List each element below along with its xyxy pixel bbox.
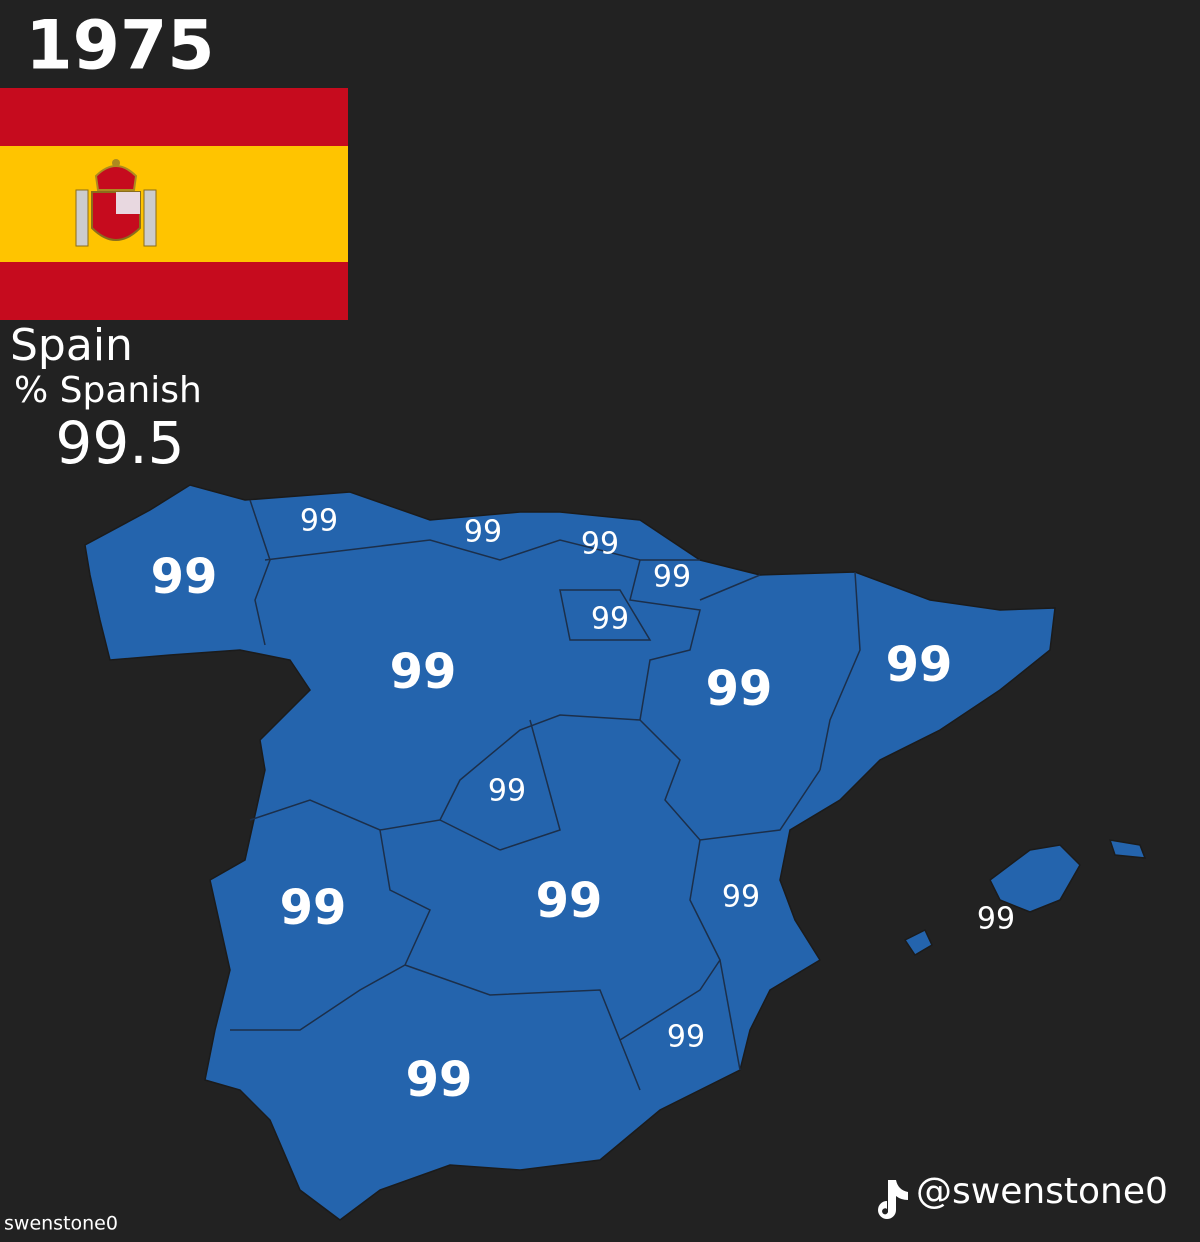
region-value: 99 <box>488 774 526 809</box>
island <box>1108 839 1147 859</box>
island <box>903 928 933 957</box>
territory <box>84 484 1147 1221</box>
region-value: 99 <box>406 1052 473 1108</box>
region-value: 99 <box>722 880 760 915</box>
region-value: 99 <box>300 504 338 539</box>
region-value: 99 <box>591 602 629 637</box>
metric-label: % Spanish <box>14 370 202 411</box>
flag-yellow <box>0 146 348 262</box>
coat-of-arms <box>75 159 157 247</box>
region-value: 99 <box>886 637 953 693</box>
flag <box>0 88 348 320</box>
tiktok-icon <box>878 1180 908 1219</box>
mainland <box>84 484 1056 1221</box>
island <box>989 844 1081 913</box>
year: 1975 <box>25 7 214 86</box>
country-name: Spain <box>10 320 133 371</box>
region-value: 99 <box>706 661 773 717</box>
borders <box>230 499 861 1091</box>
region-labels: 99 99 99 99 99 99 99 99 99 99 99 99 99 99 99 99 <box>151 504 1015 1109</box>
tiktok-credit: @swenstone0 <box>878 1171 1168 1219</box>
region-value: 99 <box>667 1020 705 1055</box>
region-value: 99 <box>977 902 1015 937</box>
region-value: 99 <box>581 527 619 562</box>
country-value: 99.5 <box>55 409 184 477</box>
region-value: 99 <box>653 560 691 595</box>
region-value: 99 <box>390 644 457 700</box>
watermark: swenstone0 <box>4 1213 118 1235</box>
region-value: 99 <box>464 515 502 550</box>
region-value: 99 <box>536 873 603 929</box>
credit: @swenstone0 <box>916 1171 1168 1212</box>
region-value: 99 <box>151 549 218 605</box>
region-value: 99 <box>280 880 347 936</box>
